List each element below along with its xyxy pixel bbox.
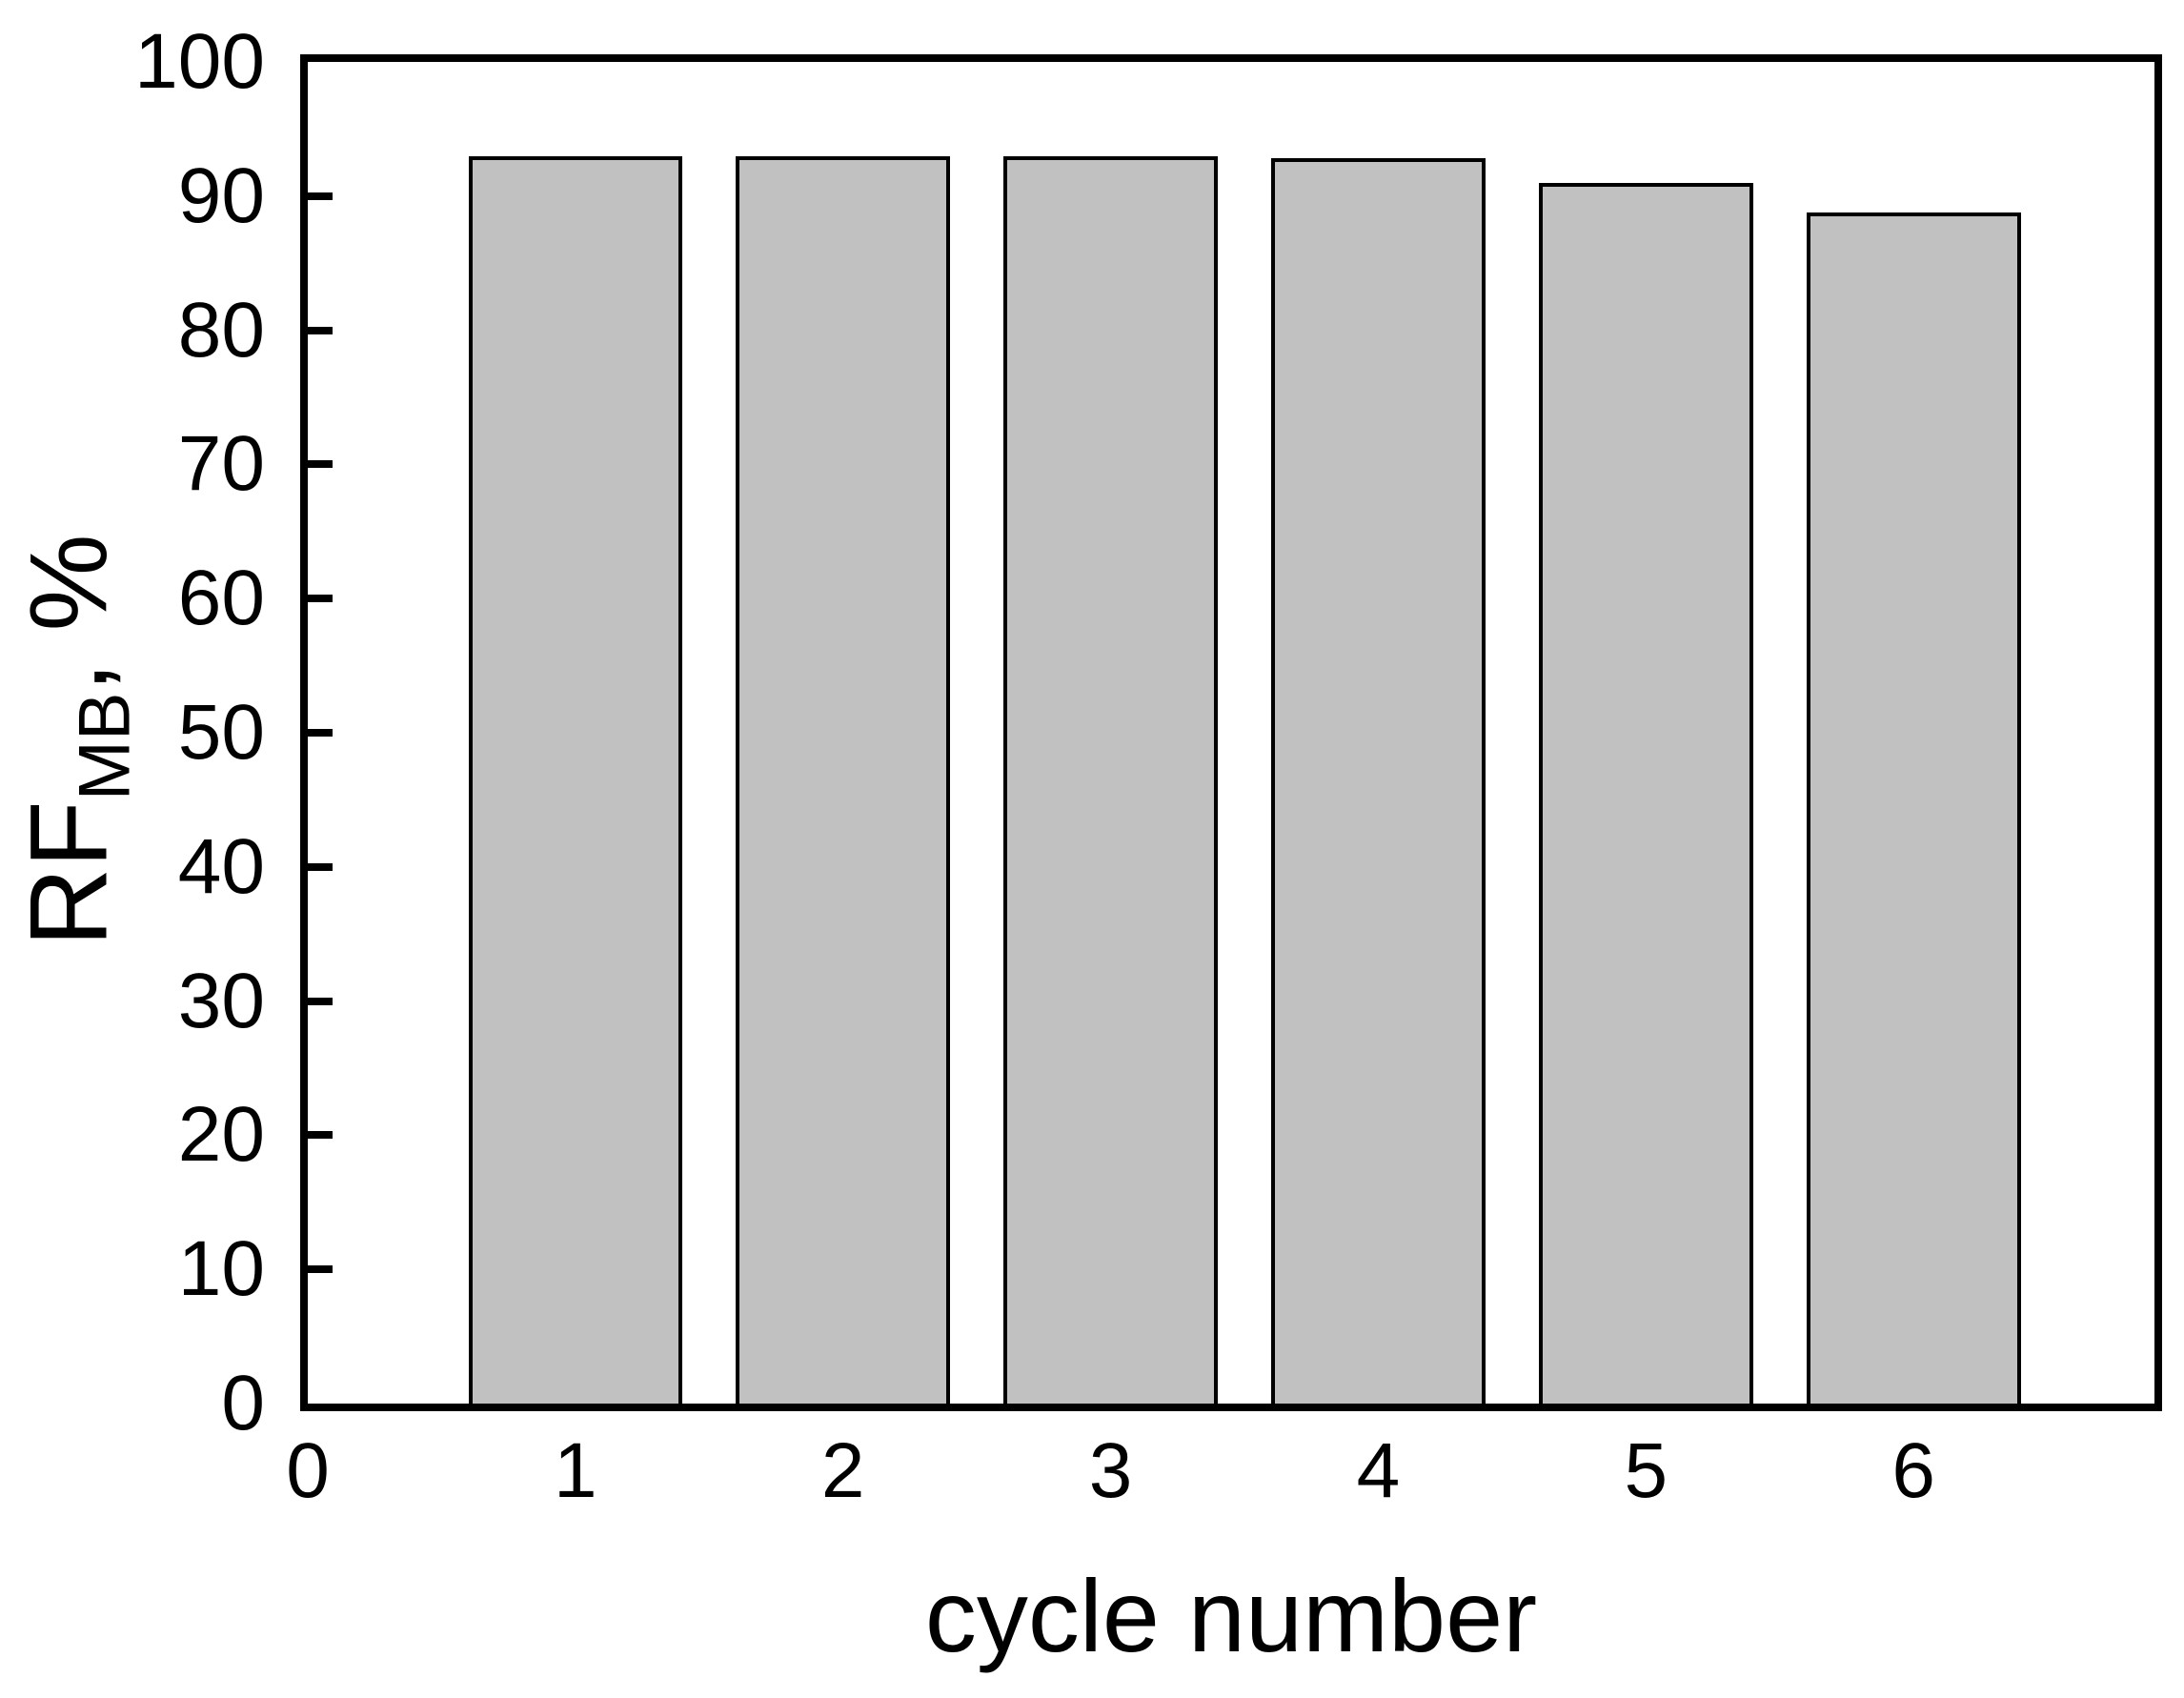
y-axis-major-tick-80 — [308, 326, 333, 334]
bar-cycle-6 — [1806, 212, 2021, 1404]
y-axis-major-tick-70 — [308, 460, 333, 469]
y-tick-label-100: 100 — [134, 18, 265, 105]
y-axis-label-subscript: MB — [64, 692, 146, 801]
bar-cycle-4 — [1271, 158, 1486, 1404]
x-tick-label-5: 5 — [1624, 1427, 1668, 1514]
y-tick-label-0: 0 — [221, 1360, 265, 1446]
bar-cycle-2 — [736, 155, 951, 1404]
y-axis-major-tick-40 — [308, 862, 333, 871]
x-tick-label-1: 1 — [554, 1427, 597, 1514]
y-tick-label-90: 90 — [177, 152, 265, 239]
y-tick-label-10: 10 — [177, 1225, 265, 1313]
y-tick-label-80: 80 — [177, 286, 265, 374]
y-tick-label-20: 20 — [177, 1091, 265, 1179]
y-axis-label-main: RF — [8, 800, 131, 947]
bar-cycle-5 — [1539, 182, 1753, 1404]
y-axis-label-suffix: , % — [8, 534, 131, 693]
plot-area — [300, 54, 2162, 1411]
y-axis-major-tick-50 — [308, 729, 333, 737]
y-axis-major-tick-60 — [308, 595, 333, 603]
x-tick-label-2: 2 — [820, 1427, 865, 1514]
x-tick-label-0: 0 — [286, 1427, 330, 1514]
y-axis-major-tick-90 — [308, 192, 333, 200]
y-tick-label-60: 60 — [177, 555, 265, 642]
y-axis-major-tick-20 — [308, 1131, 333, 1140]
y-tick-label-70: 70 — [177, 420, 265, 508]
x-tick-label-4: 4 — [1356, 1427, 1401, 1514]
x-axis-label: cycle number — [924, 1558, 1538, 1673]
y-tick-label-40: 40 — [177, 822, 265, 910]
y-axis-major-tick-30 — [308, 997, 333, 1005]
y-tick-label-50: 50 — [177, 689, 265, 776]
y-axis-label: RFMB, % — [9, 534, 146, 946]
y-tick-label-30: 30 — [177, 957, 265, 1044]
y-axis-major-tick-10 — [308, 1265, 333, 1274]
bar-cycle-1 — [468, 155, 683, 1404]
x-tick-label-6: 6 — [1891, 1427, 1936, 1514]
bar-cycle-3 — [1003, 155, 1218, 1404]
x-tick-label-3: 3 — [1088, 1427, 1133, 1514]
